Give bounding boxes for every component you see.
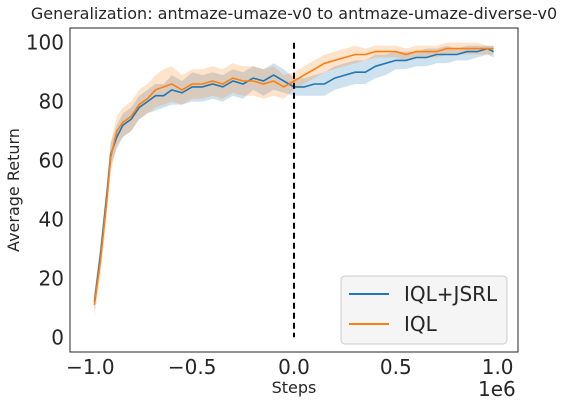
series-lines (93, 47, 494, 306)
legend-label: IQL (404, 312, 438, 336)
chart-title: Generalization: antmaze-umaze-v0 to antm… (31, 4, 557, 23)
plot-frame (69, 27, 519, 353)
legend-label: IQL+JSRL (404, 282, 498, 306)
series-line-iql (93, 47, 494, 306)
y-tick-label: 0 (51, 325, 64, 349)
x-axis-label: Steps (272, 378, 317, 397)
y-tick-label: 20 (39, 266, 64, 290)
x-offset-label: 1e6 (478, 377, 516, 401)
series-line-iql-jsrl (93, 47, 494, 303)
y-tick-label: 100 (26, 31, 64, 55)
y-ticks: 0 20 40 60 80 100 (26, 31, 64, 350)
x-tick-label: 0.0 (278, 355, 310, 379)
x-ticks: −1.0 −0.5 0.0 0.5 1.0 (66, 355, 513, 379)
legend: IQL+JSRL IQL (340, 275, 508, 345)
x-tick-label: 1.0 (482, 355, 514, 379)
x-tick-label: −1.0 (66, 355, 115, 379)
y-tick-label: 40 (39, 207, 64, 231)
y-tick-label: 80 (39, 90, 64, 114)
x-tick-label: −0.5 (168, 355, 217, 379)
y-axis-label: Average Return (4, 128, 23, 252)
x-tick-label: 0.5 (380, 355, 412, 379)
y-tick-label: 60 (39, 149, 64, 173)
